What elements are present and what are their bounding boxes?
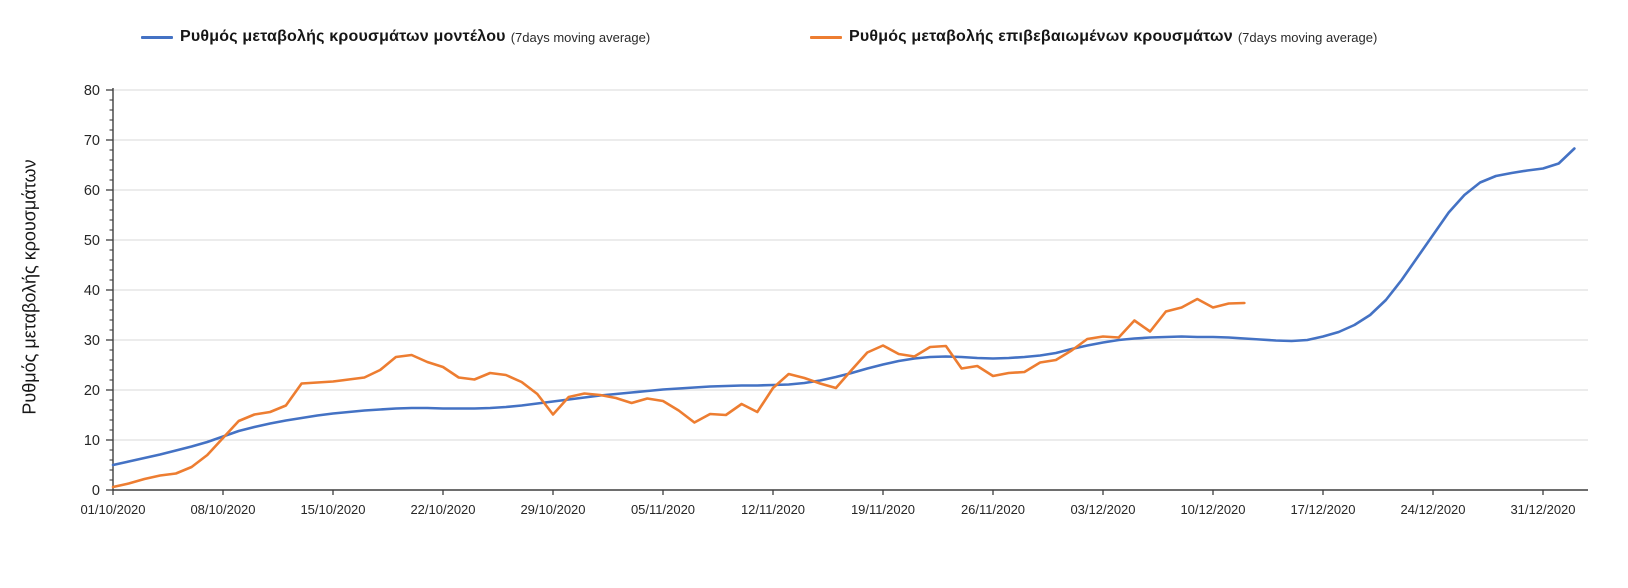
confirmed-line-swatch [810,35,842,39]
x-tick-label: 26/11/2020 [961,502,1025,517]
y-tick-label: 10 [84,433,100,449]
x-tick-label: 03/12/2020 [1070,502,1135,517]
x-tick-label: 29/10/2020 [520,502,585,517]
legend-label-confirmed: Ρυθμός μεταβολής επιβεβαιωμένων κρουσμάτ… [849,28,1233,45]
x-tick-label: 01/10/2020 [80,502,145,517]
legend-item-confirmed: Ρυθμός μεταβολής επιβεβαιωμένων κρουσμάτ… [810,26,1377,48]
x-tick-label: 10/12/2020 [1180,502,1245,517]
x-tick-label: 08/10/2020 [190,502,255,517]
legend-item-model: Ρυθμός μεταβολής κρουσμάτων μοντέλου (7d… [141,26,650,48]
x-tick-label: 15/10/2020 [300,502,365,517]
y-tick-label: 30 [84,333,100,349]
y-tick-label: 70 [84,133,100,149]
x-tick-label: 17/12/2020 [1290,502,1355,517]
y-tick-label: 20 [84,383,100,399]
x-tick-label: 12/11/2020 [741,502,805,517]
legend-suffix-model: (7days moving average) [510,29,651,45]
y-tick-label: 50 [84,233,100,249]
confirmed-series-line [111,297,1246,489]
x-tick-label: 05/11/2020 [631,502,695,517]
y-tick-label: 80 [84,83,100,99]
model-series-line [111,147,1576,467]
y-tick-label: 60 [84,183,100,199]
legend-suffix-confirmed: (7days moving average) [1237,29,1378,45]
x-tick-label: 22/10/2020 [410,502,475,517]
x-tick-label: 24/12/2020 [1400,502,1465,517]
y-tick-label: 0 [92,483,100,499]
legend-label-model: Ρυθμός μεταβολής κρουσμάτων μοντέλου [180,28,506,45]
x-tick-label: 19/11/2020 [851,502,915,517]
y-tick-label: 40 [84,283,100,299]
x-tick-label: 31/12/2020 [1510,502,1575,517]
model-line-swatch [141,35,173,39]
